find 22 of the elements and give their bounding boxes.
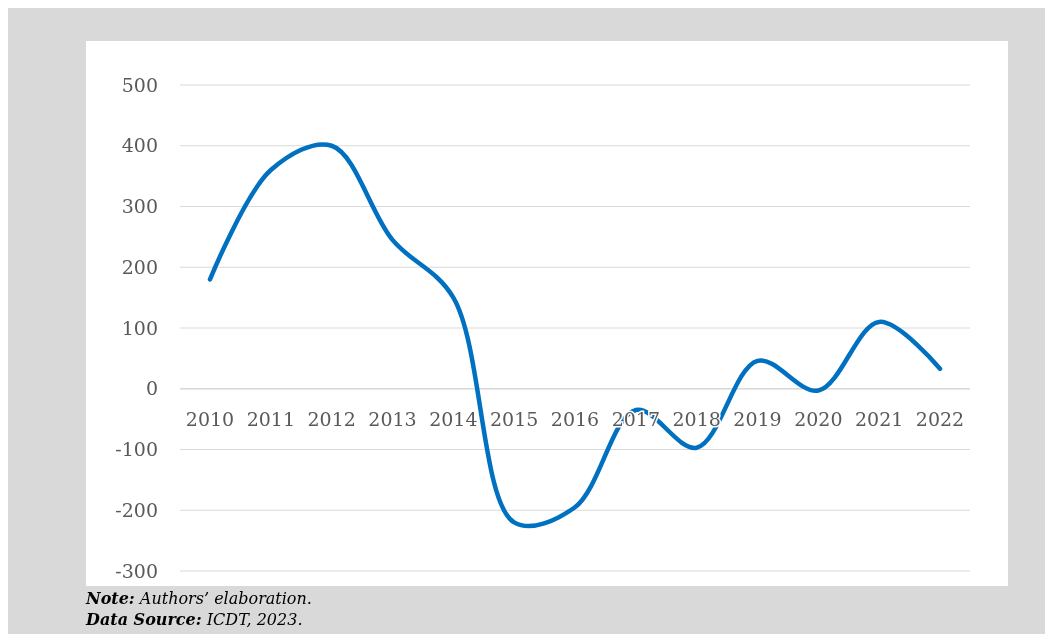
- y-tick-label: -100: [115, 438, 158, 461]
- y-tick-label: 500: [121, 73, 158, 96]
- x-tick-label: 2010: [185, 407, 235, 430]
- x-tick-label: 2012: [307, 407, 356, 430]
- y-tick-label: 200: [121, 255, 158, 278]
- y-tick-label: 100: [121, 316, 158, 339]
- source-note: Data Source: ICDT, 2023.: [85, 610, 303, 629]
- y-tick-label: 400: [121, 134, 158, 157]
- y-tick-label: -200: [115, 498, 158, 521]
- x-tick-label: 2011: [246, 407, 296, 430]
- x-tick-label: 2021: [854, 407, 904, 430]
- x-tick-label: 2013: [368, 407, 417, 430]
- x-tick-label: 2015: [489, 407, 539, 430]
- x-tick-label: 2016: [550, 407, 600, 430]
- x-tick-label: 2022: [915, 407, 965, 430]
- y-tick-label: -300: [115, 559, 158, 582]
- y-tick-label: 300: [121, 195, 158, 218]
- x-tick-label: 2019: [733, 407, 782, 430]
- x-tick-label: 2020: [794, 407, 843, 430]
- text: Note: Authors’ elaboration.: [85, 589, 312, 608]
- y-tick-label: 0: [145, 377, 158, 400]
- x-tick-label: 2014: [429, 407, 478, 430]
